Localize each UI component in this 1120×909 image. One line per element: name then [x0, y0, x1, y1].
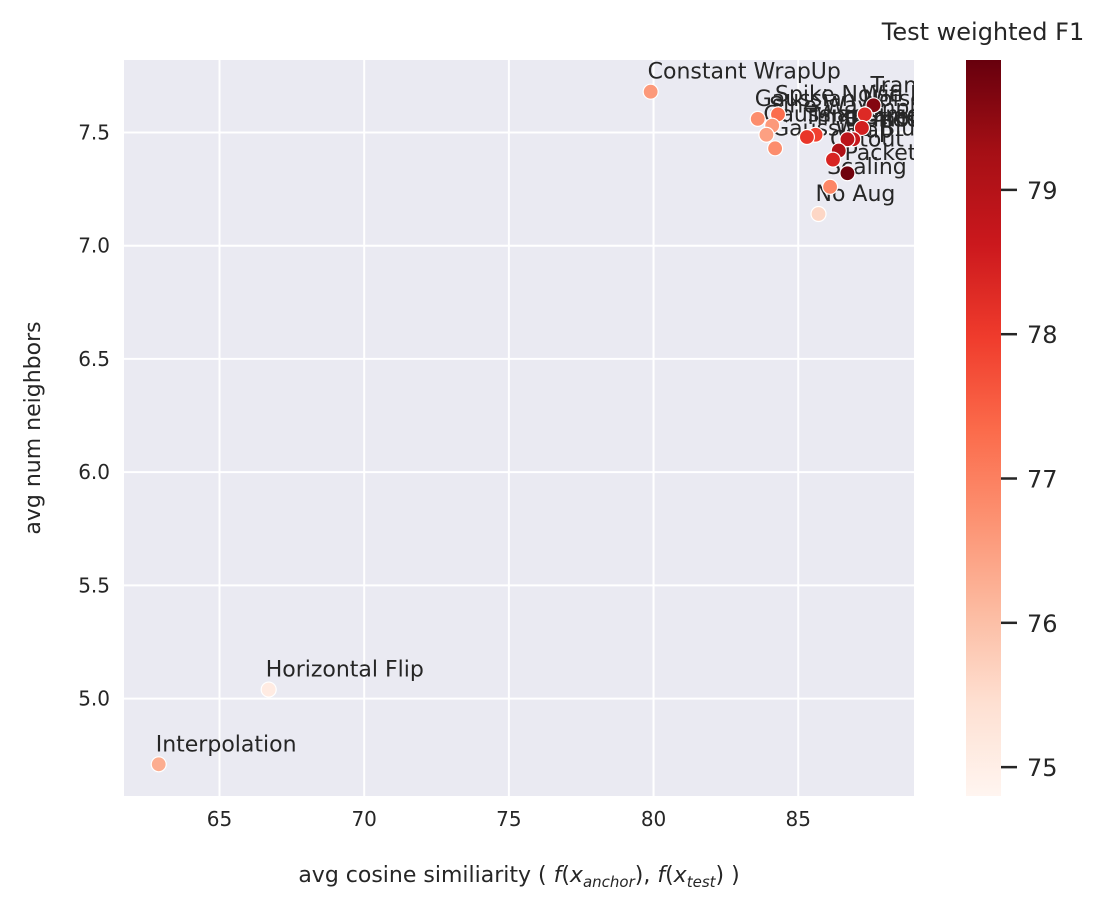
data-point [798, 128, 816, 146]
colorbar-ticks: 75 76 77 78 79 [1001, 177, 1058, 782]
point-label: Interpolation [156, 732, 297, 757]
point-label: Constant WrapUp [648, 60, 841, 85]
colorbar-tick-label: 79 [1027, 177, 1058, 205]
x-tick-label: 85 [786, 807, 811, 831]
y-tick-label: 7.0 [78, 234, 110, 258]
data-point [839, 131, 856, 148]
data-point [749, 110, 766, 127]
data-point [642, 83, 659, 100]
y-tick-label: 7.5 [78, 120, 110, 144]
colorbar-tick-label: 77 [1027, 466, 1058, 494]
grid [124, 60, 914, 796]
colorbar-tick-label: 75 [1027, 754, 1058, 782]
colorbar-tick-label: 76 [1027, 610, 1058, 638]
point-label: Translation [869, 73, 990, 98]
x-tick-label: 70 [351, 807, 376, 831]
data-point [150, 756, 167, 773]
colorbar-tick-label: 78 [1027, 321, 1058, 349]
data-point [839, 165, 856, 182]
x-tick-label: 75 [496, 807, 521, 831]
y-tick-label: 5.5 [78, 573, 110, 597]
data-points [150, 83, 882, 773]
data-point [260, 681, 277, 698]
x-axis-label: avg cosine similiarity ( f(xanchor), f(x… [298, 863, 739, 891]
y-tick-label: 6.0 [78, 460, 110, 484]
x-tick-label: 65 [207, 807, 232, 831]
plot-background [124, 60, 914, 796]
point-label: Horizontal Flip [266, 658, 424, 683]
data-point [758, 126, 775, 143]
data-point [824, 151, 842, 168]
colorbar [966, 60, 1001, 796]
data-point [856, 106, 873, 123]
point-label: Gaussian Smoothing [763, 103, 990, 128]
colorbar-title: Test weighted F1 [881, 18, 1085, 46]
y-axis-ticks: 5.0 5.5 6.0 6.5 7.0 7.5 [78, 120, 110, 710]
y-tick-label: 5.0 [78, 687, 110, 711]
data-point [853, 119, 871, 137]
y-tick-label: 6.5 [78, 347, 110, 371]
x-axis-ticks: 65 70 75 80 85 [207, 807, 811, 831]
data-point [810, 205, 827, 223]
data-point [821, 178, 839, 195]
y-axis-label: avg num neighbors [21, 321, 46, 534]
data-point [766, 140, 784, 157]
x-tick-label: 80 [641, 807, 666, 831]
